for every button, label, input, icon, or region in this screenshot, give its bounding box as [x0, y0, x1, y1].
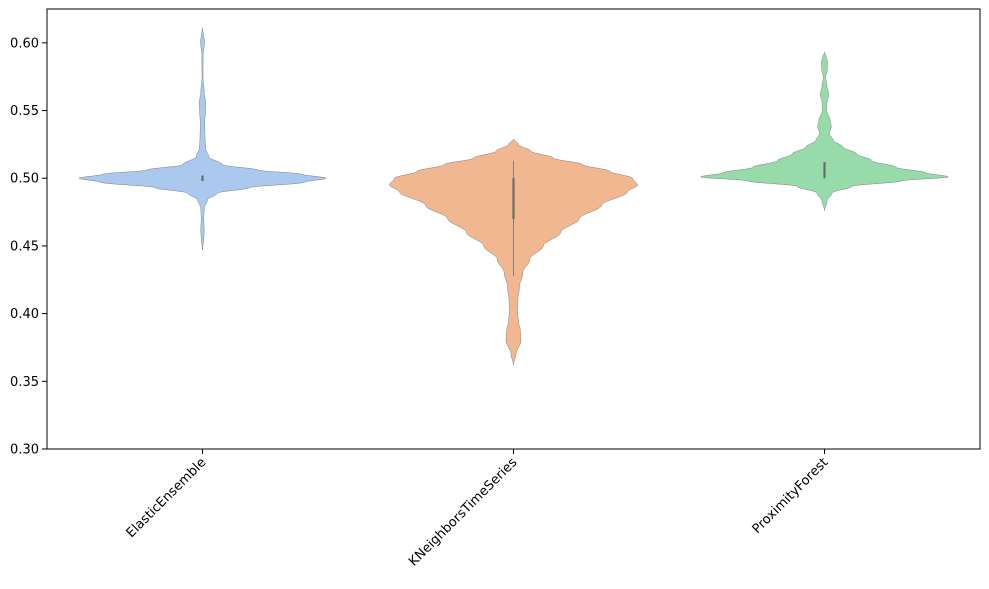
violin-body [700, 52, 949, 211]
x-axis: ElasticEnsemble KNeighborsTimeSeries Proxi… [124, 449, 832, 569]
y-tick-label: 0.35 [10, 375, 39, 390]
y-tick-label: 0.50 [10, 172, 39, 187]
violin-body [78, 27, 327, 250]
inner-box-layer [201, 160, 826, 276]
y-tick-label: 0.45 [10, 239, 39, 254]
y-tick-label: 0.40 [10, 307, 39, 322]
x-tick-label: ElasticEnsemble [124, 455, 210, 541]
y-tick-label: 0.30 [10, 443, 39, 458]
x-tick-label: ProximityForest [750, 455, 832, 537]
y-axis: 0.30 0.35 0.40 0.45 0.50 0.55 0.60 [10, 36, 47, 458]
y-tick-label: 0.55 [10, 104, 39, 119]
y-tick-label: 0.60 [10, 36, 39, 51]
x-tick-label: KNeighborsTimeSeries [406, 455, 520, 569]
